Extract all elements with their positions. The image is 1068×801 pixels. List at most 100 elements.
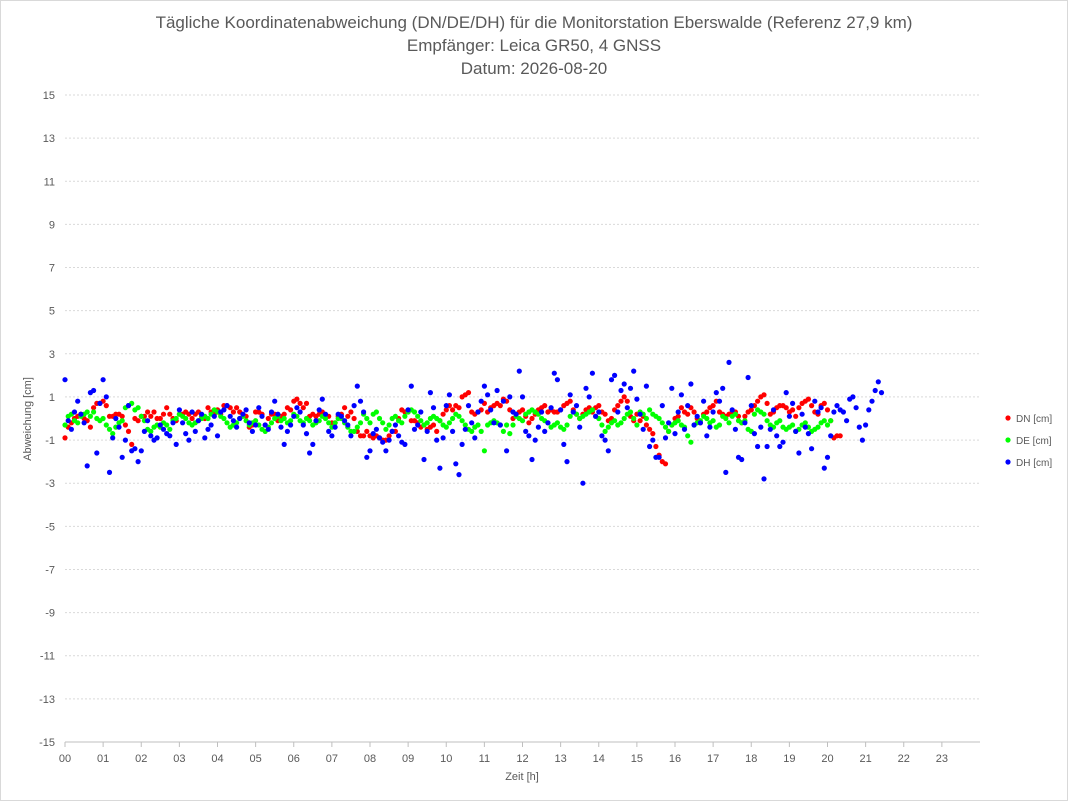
data-point: [402, 413, 408, 419]
data-point: [135, 418, 141, 424]
data-point: [138, 413, 144, 419]
data-points: [62, 359, 885, 486]
data-point: [62, 377, 68, 383]
data-point: [751, 411, 758, 417]
data-point: [612, 418, 618, 424]
data-point: [621, 415, 627, 422]
data-point: [742, 420, 748, 426]
data-point: [573, 403, 580, 409]
data-point: [408, 383, 414, 389]
data-point: [281, 415, 287, 422]
y-tick-label: -15: [39, 737, 55, 749]
data-point: [243, 407, 249, 413]
data-point: [411, 426, 418, 432]
data-point: [91, 387, 97, 394]
data-point: [354, 424, 360, 430]
data-point: [119, 413, 125, 419]
y-tick-label: 15: [43, 90, 55, 102]
data-point: [189, 409, 195, 415]
data-point: [688, 439, 694, 445]
data-point: [624, 405, 630, 411]
data-point: [221, 415, 227, 422]
data-point: [167, 426, 173, 432]
data-point: [240, 411, 246, 417]
y-tick-label: 7: [49, 263, 55, 275]
data-point: [173, 441, 179, 447]
data-point: [157, 422, 163, 428]
x-tick-label: 22: [898, 753, 910, 765]
data-point: [627, 409, 634, 415]
data-point: [634, 422, 640, 428]
data-point: [195, 418, 201, 424]
data-point: [567, 392, 573, 398]
x-tick-label: 23: [936, 753, 948, 765]
data-point: [389, 428, 395, 434]
data-point: [443, 424, 449, 430]
legend-marker: [1005, 415, 1011, 421]
data-point: [450, 415, 456, 422]
data-point: [675, 418, 681, 424]
data-point: [326, 420, 332, 426]
data-point: [116, 424, 122, 430]
data-point: [685, 403, 691, 409]
data-point: [802, 424, 808, 430]
data-point: [135, 405, 141, 411]
data-point: [500, 428, 506, 434]
data-point: [183, 431, 189, 437]
data-point: [621, 394, 627, 400]
data-point: [392, 413, 398, 419]
data-point: [450, 407, 456, 413]
data-point: [361, 433, 367, 439]
data-point: [376, 415, 383, 422]
data-point: [202, 435, 208, 441]
data-point: [507, 431, 513, 437]
data-point: [637, 411, 643, 417]
data-point: [300, 405, 306, 411]
data-point: [678, 392, 685, 398]
data-point: [176, 407, 182, 413]
data-point: [519, 407, 526, 413]
data-point: [704, 433, 710, 439]
data-point: [122, 422, 128, 428]
legend-label: DN [cm]: [1016, 414, 1052, 425]
data-point: [459, 441, 465, 447]
data-point: [615, 409, 621, 415]
data-point: [840, 409, 847, 415]
data-point: [561, 441, 567, 447]
data-point: [224, 420, 230, 426]
data-point: [148, 428, 154, 434]
data-point: [745, 374, 751, 381]
data-point: [125, 428, 132, 434]
data-point: [812, 398, 818, 404]
data-point: [396, 433, 402, 439]
data-point: [821, 465, 827, 471]
data-point: [100, 377, 106, 383]
data-point: [577, 424, 583, 430]
data-point: [62, 422, 68, 428]
data-point: [697, 420, 704, 426]
chart-title: Tägliche Koordinatenabweichung (DN/DE/DH…: [155, 13, 913, 32]
data-point: [478, 398, 484, 404]
data-point: [342, 405, 348, 411]
data-point: [863, 422, 869, 428]
data-point: [462, 426, 468, 432]
data-point: [627, 385, 634, 391]
y-tick-label: -13: [39, 694, 55, 706]
data-point: [322, 415, 329, 422]
y-tick-label: -7: [45, 564, 55, 576]
data-point: [513, 411, 519, 417]
data-point: [357, 420, 364, 426]
data-point: [618, 387, 624, 394]
data-point: [643, 422, 650, 428]
data-point: [281, 441, 287, 447]
data-point: [666, 428, 672, 434]
data-point: [497, 422, 503, 428]
series-dn: [62, 390, 843, 467]
data-point: [256, 405, 262, 411]
data-point: [751, 431, 758, 437]
data-point: [294, 405, 300, 411]
data-point: [351, 415, 357, 422]
data-point: [253, 422, 259, 428]
